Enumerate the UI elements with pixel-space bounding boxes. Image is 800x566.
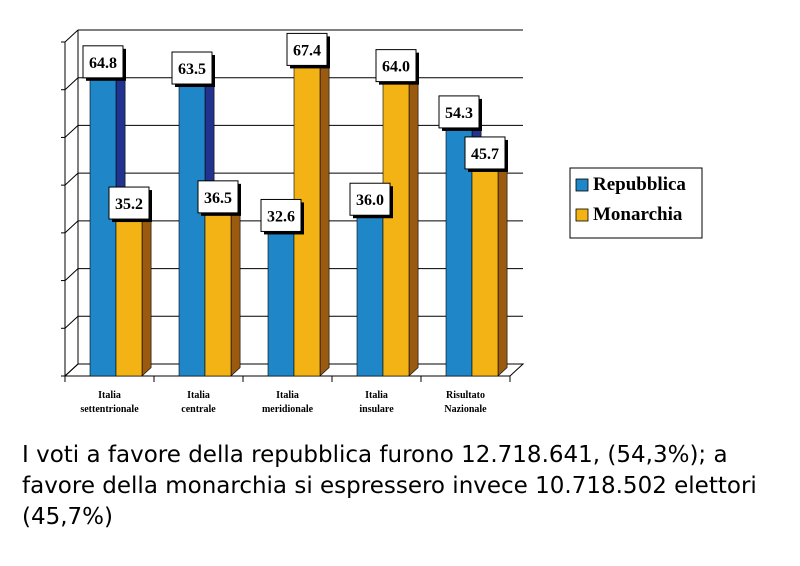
grid-line-side xyxy=(64,220,79,234)
data-label-repubblica-1: 63.5 xyxy=(171,51,215,88)
x-tick-label-3: Italia insulare xyxy=(359,390,394,415)
data-label-monarchia-4: 45.7 xyxy=(464,136,508,172)
bar-monarchia-1 xyxy=(204,192,241,377)
svg-text:Repubblica: Repubblica xyxy=(593,174,686,195)
data-label-monarchia-0: 35.2 xyxy=(108,186,152,223)
data-label-repubblica-0: 64.8 xyxy=(82,45,126,81)
svg-text:63.5: 63.5 xyxy=(178,61,206,78)
data-label-monarchia-3: 64.0 xyxy=(375,49,419,85)
svg-text:Monarchia: Monarchia xyxy=(593,204,683,225)
grid-line-side xyxy=(64,172,79,186)
legend-item-monarchia: Monarchia xyxy=(575,204,683,225)
svg-text:36.0: 36.0 xyxy=(356,192,384,209)
data-label-repubblica-3: 36.0 xyxy=(349,182,393,219)
chart-x-tick-labels: Italia settentrionale Italia centrale Italia… xyxy=(80,390,487,415)
caption-text: I voti a favore della repubblica furono … xyxy=(22,442,757,530)
data-label-repubblica-2: 32.6 xyxy=(260,198,304,235)
x-tick-label-1: Italia centrale xyxy=(181,390,216,415)
svg-text:45.7: 45.7 xyxy=(471,146,499,163)
svg-text:35.2: 35.2 xyxy=(115,196,143,213)
bar-monarchia-3 xyxy=(382,61,419,377)
chart-legend: Repubblica Monarchia xyxy=(569,167,703,239)
grid-line-side xyxy=(64,29,79,43)
x-tick-label-0: Italia settentrionale xyxy=(80,390,139,415)
legend-item-repubblica: Repubblica xyxy=(575,174,686,195)
grid-line-side xyxy=(64,77,79,91)
chart-data-labels: 64.8 35.2 63.5 36.5 32.6 67.4 36.0 64.0 54.3 45.7 xyxy=(82,32,508,235)
grid-line-side xyxy=(64,268,79,281)
bar-monarchia-0 xyxy=(115,198,152,377)
svg-text:36.5: 36.5 xyxy=(204,190,232,207)
svg-text:32.6: 32.6 xyxy=(267,208,295,225)
bar-monarchia-4 xyxy=(471,148,508,377)
legend-box xyxy=(569,167,703,239)
x-tick-label-4: Risultato Nazionale xyxy=(444,390,487,415)
svg-text:64.0: 64.0 xyxy=(382,59,410,76)
svg-text:64.8: 64.8 xyxy=(89,55,117,72)
x-tick-label-2: Italia meridionale xyxy=(262,390,314,415)
data-label-monarchia-1: 36.5 xyxy=(197,180,241,216)
data-label-monarchia-2: 67.4 xyxy=(286,32,330,69)
grid-line-side xyxy=(64,363,79,377)
vote-bar-chart: 64.8 35.2 63.5 36.5 32.6 67.4 36.0 64.0 54.3 45.7… xyxy=(61,29,703,415)
svg-text:54.3: 54.3 xyxy=(445,105,473,122)
data-label-repubblica-4: 54.3 xyxy=(438,95,482,131)
grid-line-side xyxy=(64,315,79,329)
svg-text:67.4: 67.4 xyxy=(293,42,321,59)
grid-line-side xyxy=(64,125,79,138)
